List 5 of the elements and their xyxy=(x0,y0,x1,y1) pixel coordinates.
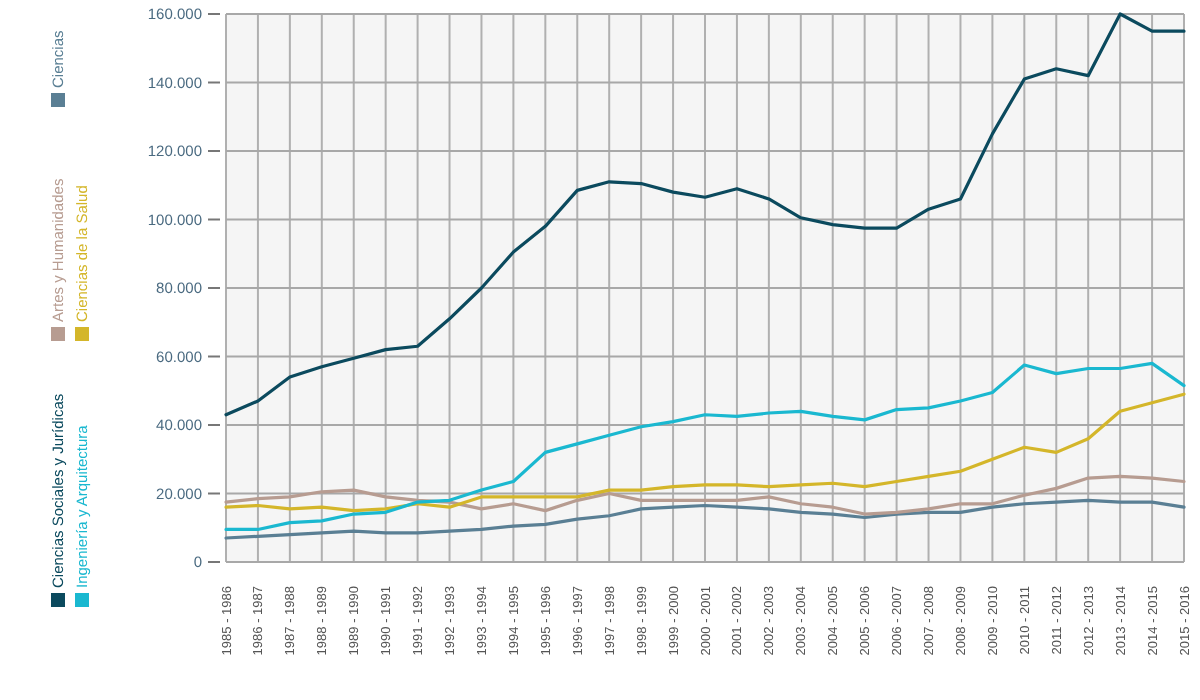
line-series xyxy=(224,474,1186,516)
line-series xyxy=(224,498,1186,540)
line-series xyxy=(224,392,1186,513)
line-series xyxy=(224,12,1186,417)
line-series xyxy=(224,361,1186,532)
